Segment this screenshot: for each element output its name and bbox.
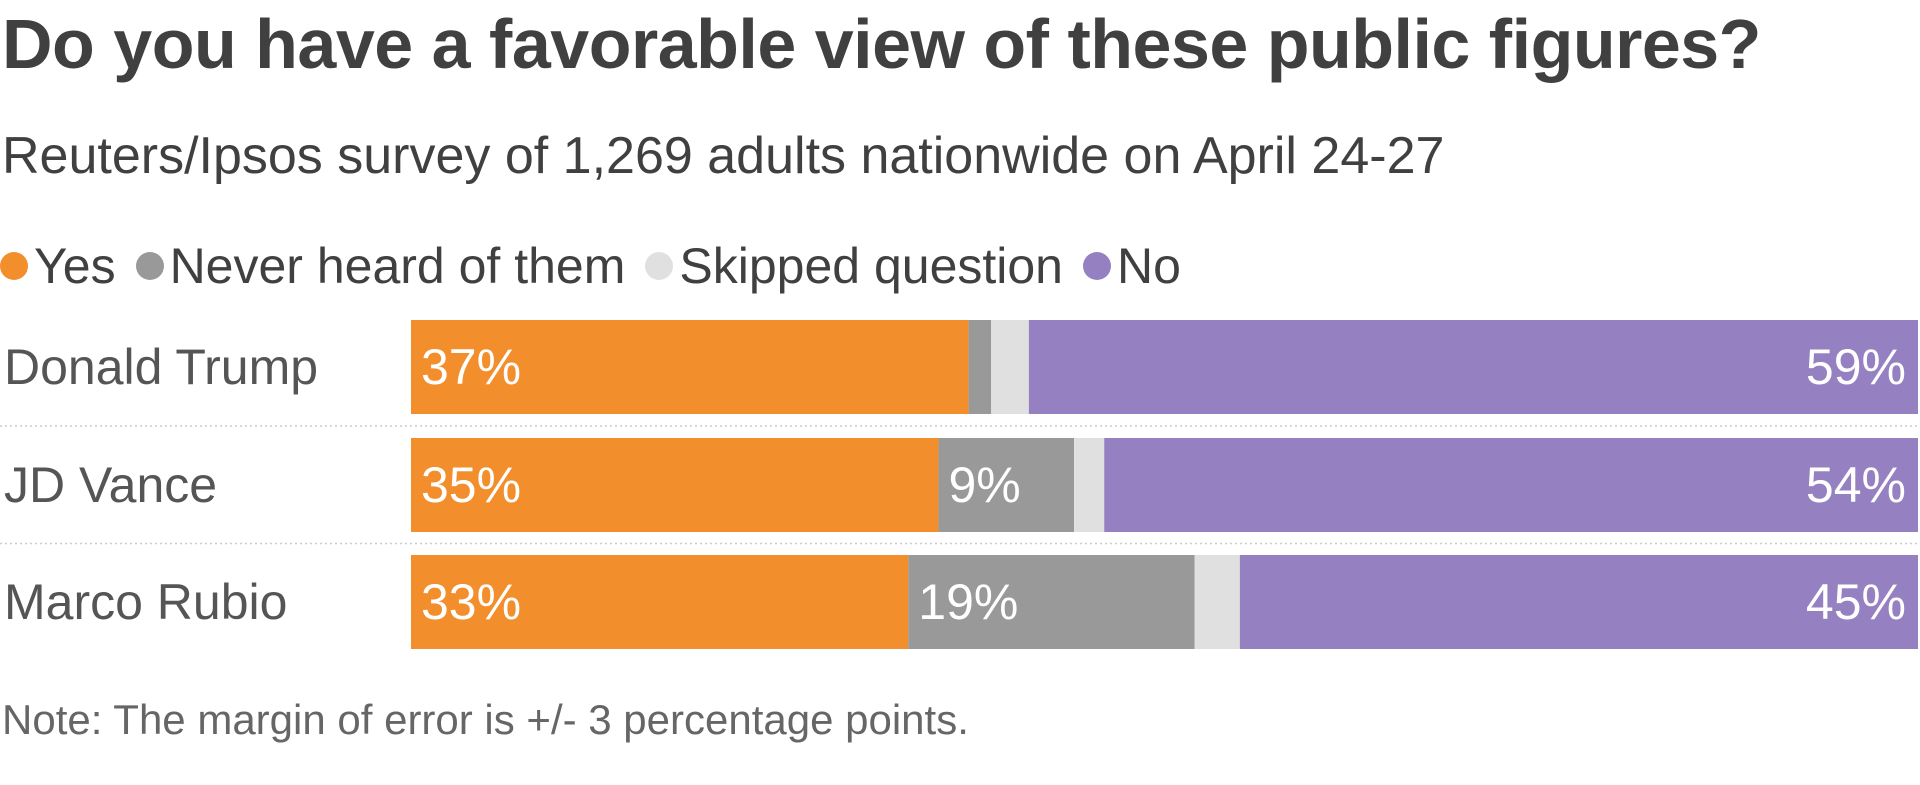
bar-donald-trump-no xyxy=(1028,320,1918,414)
data-label-jd-vance-never-heard-of-them: 9% xyxy=(948,457,1020,513)
legend-swatch-no xyxy=(1083,252,1111,280)
legend-label-yes: Yes xyxy=(34,238,116,294)
data-label-marco-rubio-no: 45% xyxy=(1806,574,1906,630)
legend-item-yes: Yes xyxy=(0,237,116,295)
bar-donald-trump-never-heard-of-them xyxy=(968,320,992,414)
bar-donald-trump-skipped-question xyxy=(991,320,1029,414)
bar-jd-vance-skipped-question xyxy=(1074,438,1105,532)
bar-marco-rubio-skipped-question xyxy=(1194,555,1240,649)
bar-jd-vance-never-heard-of-them xyxy=(938,438,1075,532)
category-label-donald-trump: Donald Trump xyxy=(4,339,318,395)
data-label-jd-vance-yes: 35% xyxy=(421,457,521,513)
bar-donald-trump-yes xyxy=(411,320,969,414)
chart-subtitle: Reuters/Ipsos survey of 1,269 adults nat… xyxy=(2,127,1445,185)
legend-item-never-heard: Never heard of them xyxy=(135,237,626,295)
legend-item-no: No xyxy=(1083,237,1181,295)
legend: Yes Never heard of them Skipped question… xyxy=(0,236,1201,296)
chart-title: Do you have a favorable view of these pu… xyxy=(2,5,1761,83)
bar-marco-rubio-never-heard-of-them xyxy=(908,555,1195,649)
bar-jd-vance-no xyxy=(1104,438,1918,532)
category-label-marco-rubio: Marco Rubio xyxy=(4,574,287,630)
bar-marco-rubio-no xyxy=(1239,555,1918,649)
legend-swatch-yes xyxy=(0,252,28,280)
legend-label-skipped: Skipped question xyxy=(679,238,1063,294)
data-label-donald-trump-no: 59% xyxy=(1806,339,1906,395)
data-label-donald-trump-yes: 37% xyxy=(421,339,521,395)
legend-label-never-heard: Never heard of them xyxy=(169,238,626,294)
legend-swatch-never-heard xyxy=(135,252,164,280)
legend-label-no: No xyxy=(1117,238,1181,294)
data-label-jd-vance-no: 54% xyxy=(1806,457,1906,513)
chart-note: Note: The margin of error is +/- 3 perce… xyxy=(2,696,969,743)
legend-swatch-skipped xyxy=(645,252,674,280)
legend-item-skipped: Skipped question xyxy=(645,237,1063,295)
category-label-jd-vance: JD Vance xyxy=(4,457,217,513)
bar-jd-vance-yes xyxy=(411,438,939,532)
data-label-marco-rubio-never-heard-of-them: 19% xyxy=(918,574,1018,630)
data-label-marco-rubio-yes: 33% xyxy=(421,574,521,630)
bar-marco-rubio-yes xyxy=(411,555,909,649)
